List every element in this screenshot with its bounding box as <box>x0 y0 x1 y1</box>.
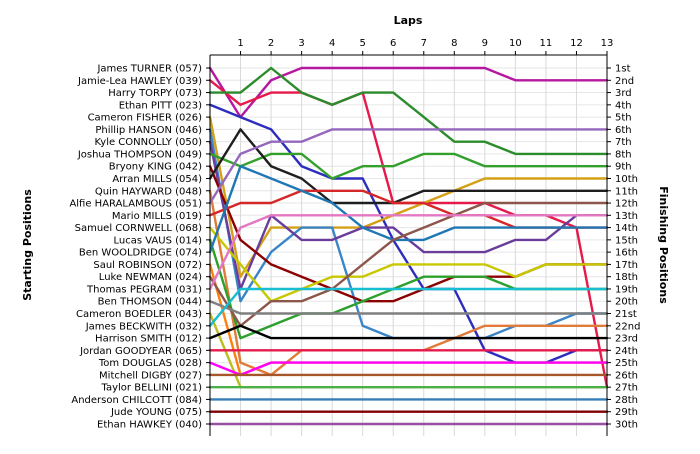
driver-label: Ethan PITT (023) <box>119 100 202 111</box>
finishing-position-label: 12th <box>615 199 638 210</box>
finishing-position-label: 21st <box>615 309 637 320</box>
finishing-position-label: 15th <box>615 235 638 246</box>
driver-label: Samuel CORNWELL (068) <box>75 223 202 234</box>
driver-label: Taylor BELLINI (021) <box>101 383 203 394</box>
finishing-position-label: 22nd <box>615 321 640 332</box>
x-tick-label: 2 <box>268 38 274 49</box>
finishing-position-label: 17th <box>615 260 638 271</box>
x-axis-title: Laps <box>394 14 423 27</box>
driver-label: Jamie-Lea HAWLEY (039) <box>77 76 202 87</box>
finishing-position-label: 6th <box>615 125 632 136</box>
driver-label: Mitchell DIGBY (027) <box>99 370 202 381</box>
finishing-position-label: 27th <box>615 383 638 394</box>
finishing-position-label: 29th <box>615 407 638 418</box>
finishing-position-label: 18th <box>615 272 638 283</box>
series-line <box>208 287 609 327</box>
driver-label: Harry TORPY (073) <box>108 88 202 99</box>
series-line <box>208 128 609 205</box>
driver-label: Alfie HARALAMBOUS (051) <box>69 199 202 210</box>
x-tick-label: 8 <box>451 38 457 49</box>
series-line <box>208 164 609 254</box>
series-line <box>208 226 609 303</box>
series-line <box>208 324 609 340</box>
finishing-position-label: 10th <box>615 174 638 185</box>
finishing-position-label: 30th <box>615 420 638 431</box>
driver-label: Saul ROBINSON (072) <box>93 260 202 271</box>
series-lines <box>208 66 609 426</box>
y-axis-left-title: Starting Positions <box>21 189 34 301</box>
finishing-position-label: 1st <box>615 64 631 75</box>
series-line <box>208 263 609 377</box>
driver-label: Quin HAYWARD (048) <box>95 186 202 197</box>
x-tick-label: 9 <box>482 38 488 49</box>
series-line <box>208 214 609 291</box>
finishing-position-label: 19th <box>615 284 638 295</box>
series-line <box>208 66 609 156</box>
x-tick-label: 7 <box>421 38 427 49</box>
driver-label: Kyle CONNOLLY (050) <box>94 137 202 148</box>
series-line <box>208 152 609 180</box>
x-tick-label: 6 <box>390 38 396 49</box>
finishing-position-label: 5th <box>615 113 632 124</box>
driver-label: Luke NEWMAN (024) <box>99 272 202 283</box>
finishing-position-label: 3rd <box>615 88 632 99</box>
driver-label: Ben WOOLDRIDGE (074) <box>79 248 202 259</box>
driver-label: Arran MILLS (054) <box>112 174 202 185</box>
finishing-position-label: 24th <box>615 346 638 357</box>
labels: 1 2 3 4 5 6 7 8 9 10 11 12 131st2nd3rd4th5th6th7th8t… <box>69 38 640 431</box>
driver-label: James TURNER (057) <box>96 64 202 75</box>
series-line <box>208 66 609 119</box>
x-tick-label: 1 <box>237 38 243 49</box>
x-tick-label: 3 <box>298 38 304 49</box>
finishing-position-label: 8th <box>615 149 632 160</box>
x-tick-label: 10 <box>509 38 522 49</box>
driver-label: Thomas PEGRAM (031) <box>86 284 202 295</box>
driver-label: Jude YOUNG (075) <box>110 407 202 418</box>
driver-label: Cameron BOEDLER (043) <box>76 309 202 320</box>
driver-label: Jordan GOODYEAR (065) <box>79 346 202 357</box>
x-tick-label: 5 <box>360 38 366 49</box>
finishing-position-label: 4th <box>615 100 632 111</box>
finishing-position-label: 13th <box>615 211 638 222</box>
finishing-position-label: 28th <box>615 395 638 406</box>
series-line <box>208 128 609 205</box>
x-tick-label: 11 <box>540 38 553 49</box>
driver-label: James BECKWITH (032) <box>85 321 202 332</box>
x-tick-label: 4 <box>329 38 335 49</box>
finishing-position-label: 11th <box>615 186 638 197</box>
series-line <box>208 201 609 327</box>
driver-label: Anderson CHILCOTT (084) <box>71 395 202 406</box>
driver-label: Mario MILLS (019) <box>112 211 202 222</box>
finishing-position-label: 14th <box>615 223 638 234</box>
series-line <box>208 300 609 315</box>
driver-label: Ethan HAWKEY (040) <box>97 420 202 431</box>
grid-lines <box>209 55 608 436</box>
finishing-position-label: 23rd <box>615 334 638 345</box>
finishing-position-label: 9th <box>615 162 632 173</box>
finishing-position-label: 20th <box>615 297 638 308</box>
driver-label: Cameron FISHER (026) <box>88 113 203 124</box>
finishing-position-label: 26th <box>615 370 638 381</box>
series-line <box>208 361 609 377</box>
series-line <box>208 115 609 278</box>
finishing-position-label: 2nd <box>615 76 634 87</box>
y-axis-right-title: Finishing Positions <box>657 186 670 304</box>
x-tick-label: 12 <box>570 38 583 49</box>
driver-label: Phillip HANSON (046) <box>95 125 202 136</box>
driver-label: Harrison SMITH (012) <box>95 334 202 345</box>
driver-label: Ben THOMSON (044) <box>98 297 203 308</box>
x-tick-label: 13 <box>601 38 614 49</box>
driver-label: Bryony KING (042) <box>109 162 202 173</box>
driver-label: Joshua THOMPSON (049) <box>77 149 202 160</box>
driver-label: Tom DOUGLAS (028) <box>98 358 202 369</box>
axes <box>206 51 611 436</box>
driver-label: Lucas VAUS (014) <box>113 235 202 246</box>
finishing-position-label: 16th <box>615 248 638 259</box>
finishing-position-label: 25th <box>615 358 638 369</box>
finishing-position-label: 7th <box>615 137 632 148</box>
